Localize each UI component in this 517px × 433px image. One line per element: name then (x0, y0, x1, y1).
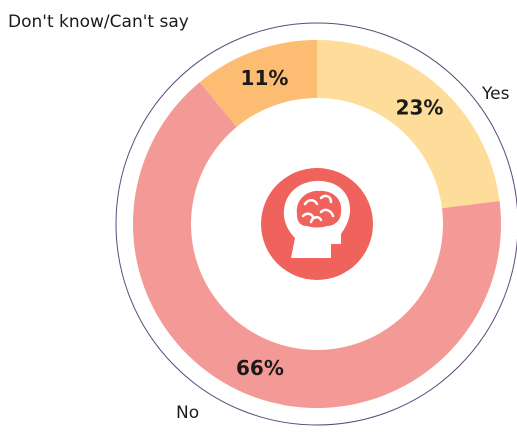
slice-don-t-know-can-t-say (199, 40, 317, 127)
slice-no (132, 82, 501, 409)
donut-slices (132, 40, 501, 409)
category-label-yes: Yes (481, 84, 510, 104)
category-label-dont-know: Don't know/Can't say (8, 12, 189, 32)
brain-head-icon (283, 180, 351, 258)
slice-value-labels: 23% 66% 11% (236, 66, 443, 380)
value-label-no: 66% (236, 356, 284, 380)
center-badge (261, 168, 373, 280)
category-label-no: No (176, 403, 199, 423)
outer-ring-outline (115, 22, 517, 426)
slice-yes (317, 40, 500, 209)
value-label-don-t-know-can-t-say: 11% (241, 66, 289, 90)
value-label-yes: 23% (396, 96, 444, 120)
